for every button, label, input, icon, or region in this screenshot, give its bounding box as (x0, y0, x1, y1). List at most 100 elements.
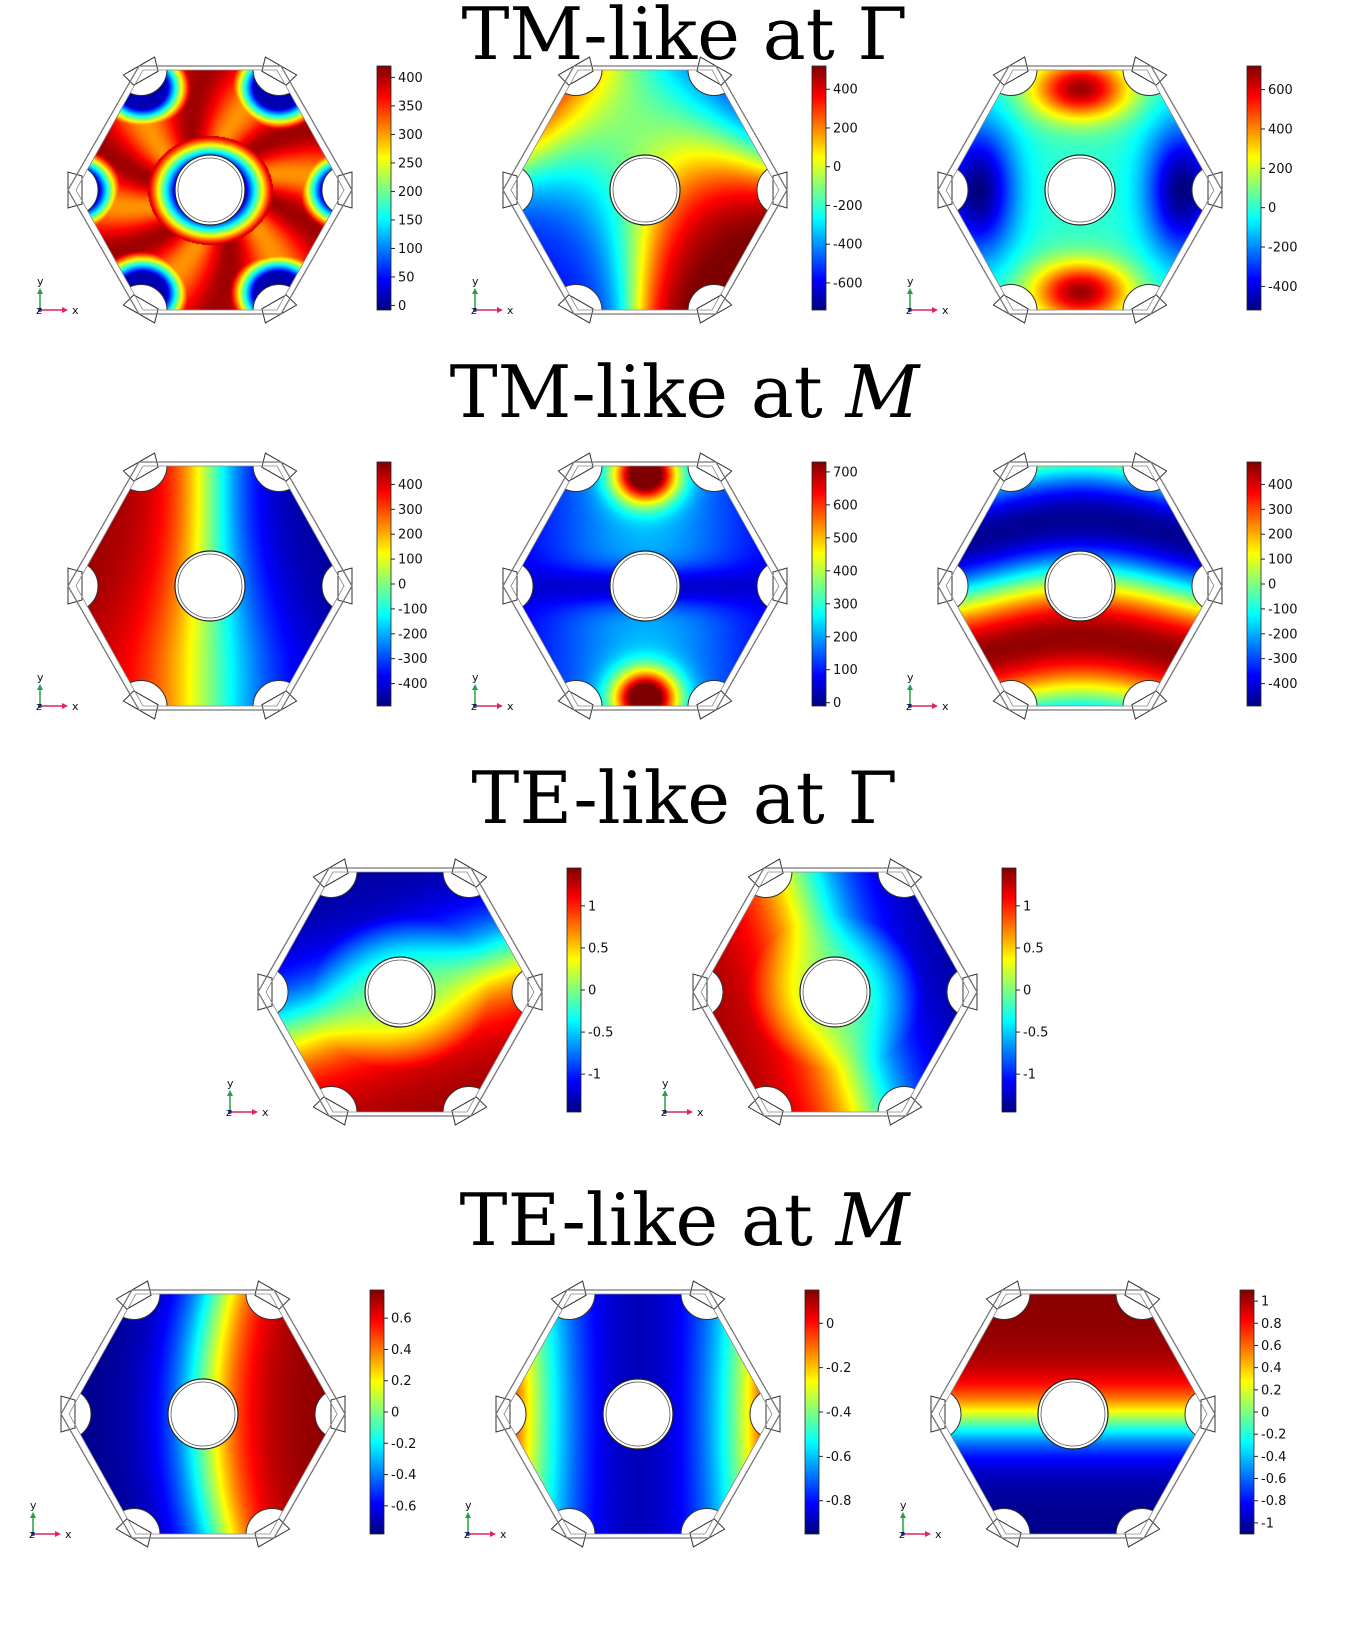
corner-rod (107, 1508, 161, 1534)
colorbar-tick-label: 0.5 (1023, 941, 1044, 956)
colorbar-tick-label: -0.4 (391, 1468, 416, 1483)
section-title-text: TM-like at (449, 350, 846, 434)
section-title-text: TE-like at (471, 756, 848, 840)
section-title-text: TM-like at (461, 0, 858, 76)
colorbar-tick-label: 0.2 (391, 1374, 412, 1389)
colorbar-tick-label: 300 (398, 503, 423, 518)
colorbar-tick-label: -300 (1268, 652, 1298, 667)
y-axis-label: y (37, 671, 44, 684)
hexagon-outline (257, 867, 543, 1117)
colorbar (1001, 867, 1017, 1113)
colorbar-tick-label: 0 (1261, 1406, 1269, 1421)
corner-rod (442, 872, 496, 898)
y-axis-label: y (227, 1077, 234, 1090)
corner-rod (252, 284, 306, 310)
field-plot: x y z 400 300 200 100 0 -100 -200 -300 -400 (36, 452, 428, 720)
colorbar-tick-label: 0 (391, 1406, 399, 1421)
colorbar-tick-label: 350 (398, 99, 423, 114)
y-axis-label: y (662, 1077, 669, 1090)
colorbar-tick-label: 400 (833, 83, 858, 98)
colorbar-tick-label: 0 (833, 696, 841, 711)
colorbar (804, 1289, 820, 1535)
rod-hole (174, 550, 246, 622)
section-title-te-m: TE-like at M (0, 1184, 1369, 1256)
rod-hole (167, 1378, 239, 1450)
colorbar (1246, 65, 1262, 311)
x-axis-label: x (507, 304, 514, 317)
hexagon-outline (502, 65, 788, 315)
colorbar-tick-label: 200 (1268, 162, 1293, 177)
colorbar-tick-label: 500 (833, 531, 858, 546)
colorbar-tick-label: 0.4 (391, 1343, 412, 1358)
colorbar-tick-label: 0 (398, 578, 406, 593)
hexagon-outline (937, 461, 1223, 711)
corner-rod (549, 680, 603, 706)
corner-rod (114, 466, 168, 492)
section-title-symbol: M (845, 350, 920, 434)
colorbar-tick-label: -300 (398, 652, 428, 667)
corner-rod (739, 1086, 793, 1112)
colorbar-tick-label: 250 (398, 156, 423, 171)
corner-rod (749, 1387, 772, 1441)
colorbar-tick-label: 0 (398, 299, 406, 314)
x-axis-label: x (262, 1106, 269, 1119)
corner-rod (946, 163, 969, 217)
rod-hole (174, 154, 246, 226)
z-axis-label: z (29, 1528, 35, 1541)
field-plot: x y z 1 0.5 0 -0.5 -1 (661, 858, 1048, 1126)
colorbar (369, 1289, 385, 1535)
corner-rod (76, 163, 99, 217)
field-plot: x y z 400 200 0 -200 -400 -600 (471, 56, 863, 324)
y-axis-label: y (907, 275, 914, 288)
colorbar-tick-label: -0.2 (1261, 1428, 1286, 1443)
colorbar-tick-label: 0 (826, 1317, 834, 1332)
corner-rod (984, 680, 1038, 706)
corner-rod (946, 559, 969, 613)
y-axis-label: y (37, 275, 44, 288)
colorbar (811, 65, 827, 311)
colorbar (376, 461, 392, 707)
rod-hole (609, 550, 681, 622)
section-title-tm-gamma: TM-like at Γ (0, 0, 1369, 70)
corner-rod (877, 872, 931, 898)
rod-hole (799, 956, 871, 1028)
colorbar (1239, 1289, 1255, 1535)
y-axis-label: y (472, 275, 479, 288)
z-axis-marker (38, 704, 42, 708)
hexagon-outline (937, 65, 1223, 315)
colorbar-tick-label: 700 (833, 465, 858, 480)
colorbar-tick-label: 1 (1261, 1295, 1269, 1310)
corner-rod (542, 1508, 596, 1534)
colorbar-tick-label: 0 (833, 160, 841, 175)
section-title-tm-m: TM-like at M (0, 356, 1369, 428)
colorbar (376, 65, 392, 311)
corner-rod (114, 680, 168, 706)
colorbar-tick-label: 600 (1268, 83, 1293, 98)
corner-rod (266, 965, 289, 1019)
z-axis-marker (31, 1532, 35, 1536)
x-axis-label: x (697, 1106, 704, 1119)
corner-rod (946, 965, 969, 1019)
z-axis-label: z (471, 700, 477, 713)
corner-rod (549, 466, 603, 492)
colorbar-tick-label: 0 (588, 984, 596, 999)
colorbar-tick-label: -0.6 (826, 1450, 851, 1465)
x-axis-label: x (935, 1528, 942, 1541)
x-axis-label: x (72, 700, 79, 713)
corner-rod (1122, 680, 1176, 706)
corner-rod (977, 1508, 1031, 1534)
corner-rod (304, 872, 358, 898)
hexagon-outline (60, 1289, 346, 1539)
y-axis-label: y (907, 671, 914, 684)
colorbar-tick-label: -0.2 (826, 1361, 851, 1376)
z-axis-marker (908, 308, 912, 312)
corner-rod (504, 1387, 527, 1441)
corner-rod (542, 1294, 596, 1320)
x-axis-label: x (500, 1528, 507, 1541)
corner-rod (511, 965, 534, 1019)
rod-hole (609, 154, 681, 226)
corner-rod (252, 680, 306, 706)
colorbar-tick-label: -0.5 (1023, 1026, 1048, 1041)
x-axis-label: x (942, 700, 949, 713)
corner-rod (114, 284, 168, 310)
